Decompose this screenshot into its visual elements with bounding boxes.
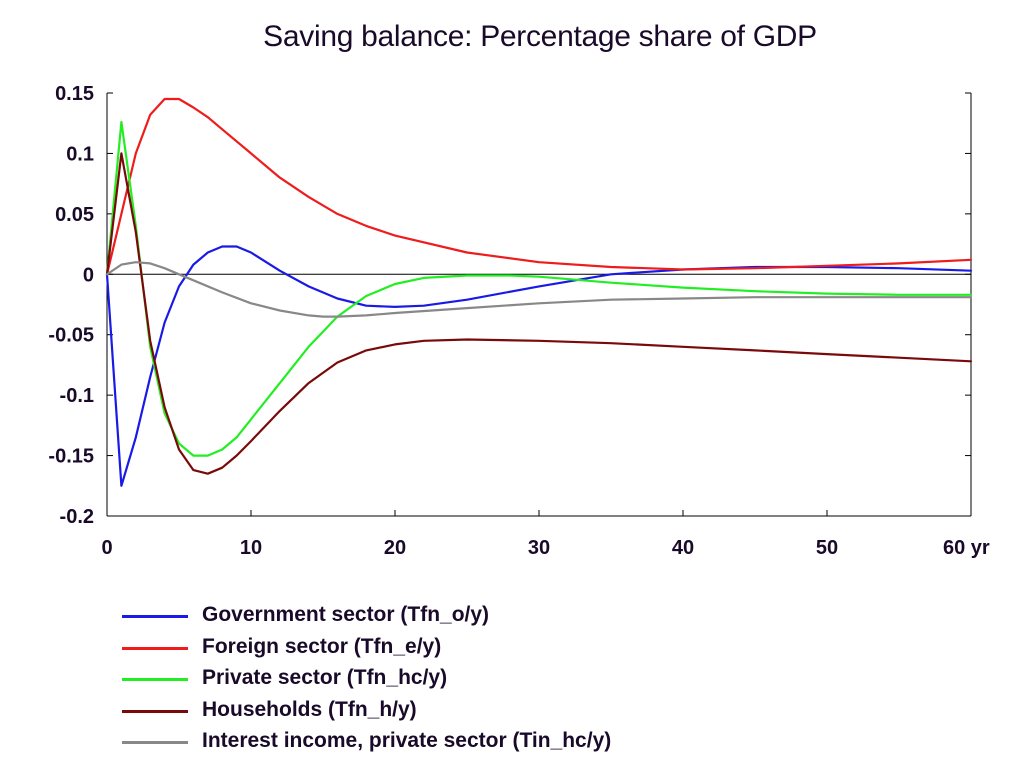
- legend-label: Private sector (Tfn_hc/y): [202, 666, 448, 689]
- x-tick-label: 40: [672, 537, 694, 559]
- legend-label: Government sector (Tfn_o/y): [202, 603, 490, 626]
- y-tick-label: 0.1: [66, 143, 94, 165]
- y-tick-label: -0.15: [48, 446, 94, 468]
- legend-swatch: [122, 741, 188, 744]
- legend-label: Foreign sector (Tfn_e/y): [202, 634, 442, 658]
- chart-title: Saving balance: Percentage share of GDP: [263, 20, 817, 53]
- legend-label: Households (Tfn_h/y): [202, 697, 417, 721]
- y-tick-label: 0.15: [55, 83, 94, 105]
- series-line-3: [105, 152, 973, 475]
- series-line-1: [105, 97, 973, 276]
- y-tick-label: 0: [83, 264, 94, 286]
- y-tick-label: 0.05: [55, 204, 94, 226]
- x-tick-label: 30: [528, 537, 550, 559]
- x-tick-label: 20: [384, 537, 406, 559]
- series-line-0: [105, 245, 973, 487]
- legend-swatch: [122, 678, 188, 681]
- y-tick-label: -0.2: [60, 506, 94, 528]
- series-line-2: [105, 120, 973, 457]
- series-lines: [105, 97, 973, 487]
- x-tick-label: 0: [101, 537, 112, 559]
- x-tick-label: 60 yr: [943, 537, 990, 559]
- tick-labels: 0.15 0.1 0.05 0 -0.05 -0.1 -0.15 -0.2 0 10 20 30 40 5…: [48, 83, 990, 559]
- legend-label: Interest income, private sector (Tin_hc/…: [202, 729, 612, 752]
- y-tick-label: -0.05: [48, 325, 94, 347]
- y-tick-label: -0.1: [60, 385, 94, 407]
- legend-swatch: [122, 646, 188, 650]
- x-tick-label: 10: [240, 537, 262, 559]
- legend-swatch: [122, 615, 188, 618]
- x-tick-label: 50: [816, 537, 838, 559]
- series-line-4: [105, 261, 973, 318]
- legend-swatch: [122, 709, 188, 713]
- axes: [106, 92, 972, 517]
